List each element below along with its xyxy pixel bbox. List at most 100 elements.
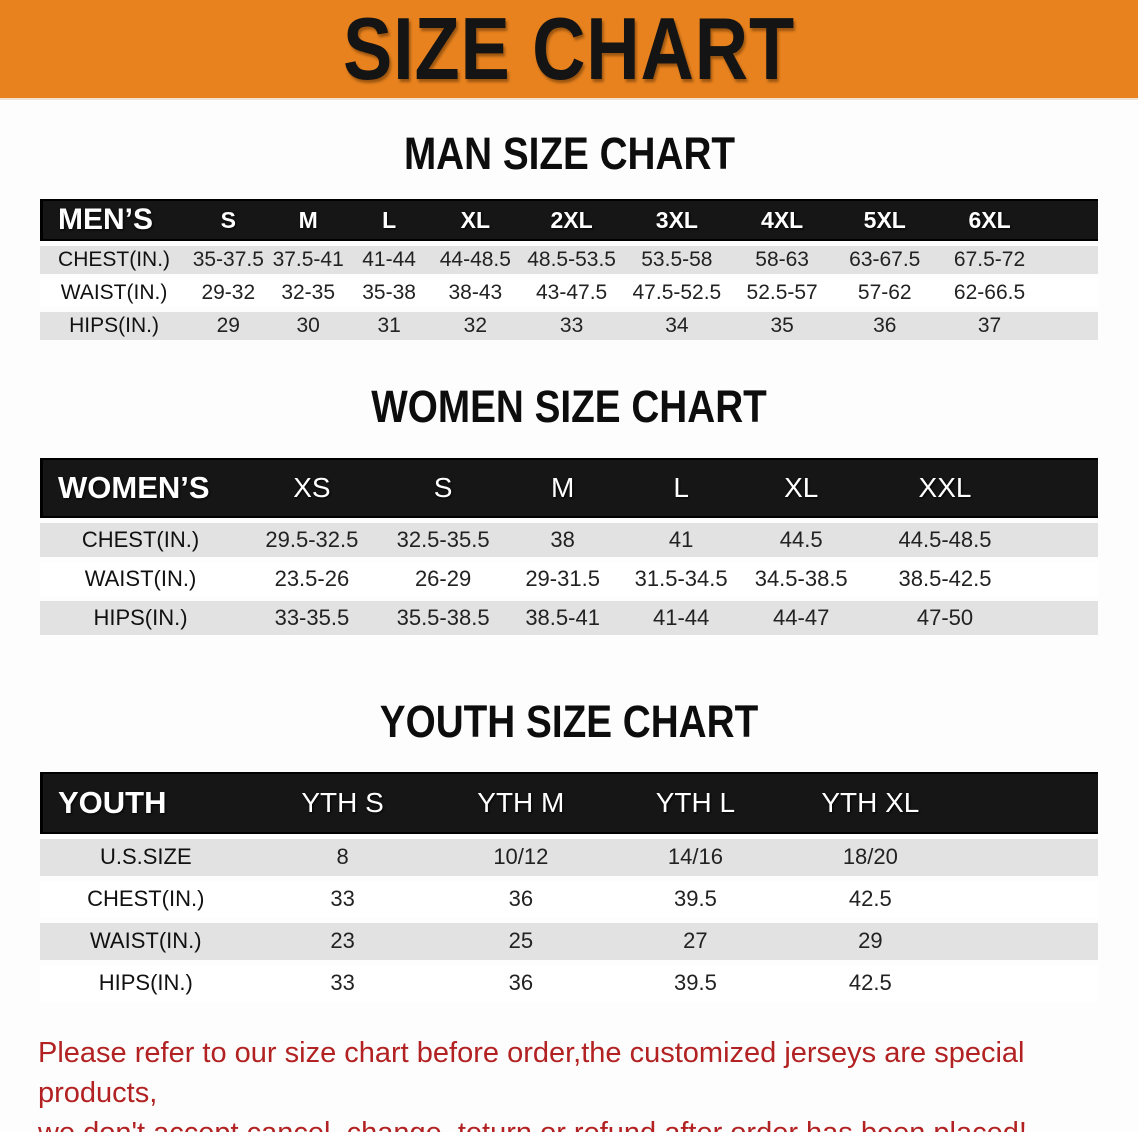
column-header: XL: [430, 199, 521, 242]
size-value: 31: [347, 312, 431, 341]
size-value: 42.5: [782, 964, 1098, 1002]
size-value: 63-67.5: [833, 246, 937, 275]
table-row: CHEST(IN.) 35-37.5 37.5-41 41-44 44-48.5 48.5…: [40, 246, 1098, 275]
size-value: 23: [251, 922, 434, 960]
disclaimer-line-1: Please refer to our size chart before or…: [38, 1036, 1025, 1109]
banner: SIZE CHART: [0, 0, 1138, 100]
size-value: 67.5-72: [936, 246, 1098, 275]
man-size-table: MEN’S S M L XL 2XL 3XL 4XL 5XL 6XL CHEST(IN.) 35-37…: [40, 194, 1098, 345]
row-label: WAIST(IN.): [40, 561, 242, 596]
size-value: 35.5-38.5: [382, 600, 504, 635]
size-value: 32.5-35.5: [382, 522, 504, 557]
size-value: 48.5-53.5: [520, 246, 623, 275]
size-value: 30: [268, 312, 348, 341]
size-value: 62-66.5: [936, 279, 1098, 308]
column-header: XL: [740, 457, 863, 518]
header-row: YOUTH YTH S YTH M YTH L YTH XL: [40, 771, 1098, 834]
women-size-table: WOMEN’S XS S M L XL XXL CHEST(IN.) 29.5-32.5 32.5…: [40, 453, 1098, 640]
size-value: 41: [621, 522, 741, 557]
youth-size-heading: YOUTH SIZE CHART: [0, 695, 1138, 747]
size-value: 41-44: [347, 246, 431, 275]
youth-size-heading-text: YOUTH SIZE CHART: [379, 695, 759, 747]
disclaimer-line-2: we don't accept cancel, change, teturn o…: [38, 1113, 1108, 1132]
column-header: L: [621, 457, 741, 518]
column-header: YTH XL: [782, 771, 1098, 834]
man-size-heading: MAN SIZE CHART: [0, 130, 1138, 178]
size-value: 8: [251, 838, 434, 876]
size-value: 41-44: [621, 600, 741, 635]
table-title: WOMEN’S: [40, 457, 242, 518]
youth-size-table: YOUTH YTH S YTH M YTH L YTH XL U.S.SIZE 8 10/12…: [40, 767, 1098, 1007]
size-value: 32-35: [268, 279, 348, 308]
size-value: 29-31.5: [503, 561, 622, 596]
column-header: 4XL: [730, 199, 834, 242]
size-value: 18/20: [782, 838, 1098, 876]
table-row: HIPS(IN.) 33 36 39.5 42.5: [40, 964, 1098, 1002]
size-value: 38-43: [430, 279, 521, 308]
size-value: 43-47.5: [520, 279, 623, 308]
banner-title: SIZE CHART: [343, 0, 795, 98]
column-header: 5XL: [833, 199, 937, 242]
column-header: S: [382, 457, 504, 518]
table-row: CHEST(IN.) 29.5-32.5 32.5-35.5 38 41 44.5 44.5…: [40, 522, 1098, 557]
column-header: S: [188, 199, 269, 242]
size-value: 53.5-58: [622, 246, 731, 275]
size-value: 32: [430, 312, 521, 341]
size-value: 44-48.5: [430, 246, 521, 275]
size-value: 38: [503, 522, 622, 557]
row-label: HIPS(IN.): [40, 600, 242, 635]
size-value: 29.5-32.5: [241, 522, 383, 557]
header-row: MEN’S S M L XL 2XL 3XL 4XL 5XL 6XL: [40, 199, 1098, 242]
column-header: YTH L: [608, 771, 783, 834]
table-row: WAIST(IN.) 29-32 32-35 35-38 38-43 43-47.5 47.…: [40, 279, 1098, 308]
women-size-section: WOMEN SIZE CHART WOMEN’S XS S M L XL XXL CHEST(…: [0, 383, 1138, 639]
size-value: 44.5: [740, 522, 863, 557]
size-value: 42.5: [782, 880, 1098, 918]
size-value: 26-29: [382, 561, 504, 596]
row-label: U.S.SIZE: [40, 838, 252, 876]
header-row: WOMEN’S XS S M L XL XXL: [40, 457, 1098, 518]
table-row: U.S.SIZE 8 10/12 14/16 18/20: [40, 838, 1098, 876]
column-header: YTH M: [433, 771, 609, 834]
size-value: 47-50: [862, 600, 1098, 635]
row-label: HIPS(IN.): [40, 964, 252, 1002]
size-value: 10/12: [433, 838, 609, 876]
table-title: MEN’S: [40, 199, 189, 242]
table-title: YOUTH: [40, 771, 252, 834]
size-value: 39.5: [608, 964, 783, 1002]
column-header: XS: [241, 457, 383, 518]
table-row: WAIST(IN.) 23 25 27 29: [40, 922, 1098, 960]
size-value: 36: [433, 964, 609, 1002]
column-header: M: [503, 457, 622, 518]
size-value: 52.5-57: [730, 279, 834, 308]
size-value: 47.5-52.5: [622, 279, 731, 308]
size-value: 37.5-41: [268, 246, 348, 275]
women-size-heading-text: WOMEN SIZE CHART: [371, 381, 767, 433]
size-value: 37: [936, 312, 1098, 341]
table-row: HIPS(IN.) 29 30 31 32 33 34 35 36 37: [40, 312, 1098, 341]
table-row: CHEST(IN.) 33 36 39.5 42.5: [40, 880, 1098, 918]
size-value: 33: [251, 964, 434, 1002]
man-size-section: MAN SIZE CHART MEN’S S M L XL 2XL 3XL 4XL 5XL 6XL…: [0, 130, 1138, 345]
size-value: 36: [833, 312, 937, 341]
row-label: WAIST(IN.): [40, 922, 252, 960]
row-label: CHEST(IN.): [40, 880, 252, 918]
size-value: 35-37.5: [188, 246, 269, 275]
table-row: WAIST(IN.) 23.5-26 26-29 29-31.5 31.5-34.5 34…: [40, 561, 1098, 596]
row-label: HIPS(IN.): [40, 312, 189, 341]
table-row: HIPS(IN.) 33-35.5 35.5-38.5 38.5-41 41-44 44-…: [40, 600, 1098, 635]
row-label: CHEST(IN.): [40, 246, 189, 275]
size-value: 25: [433, 922, 609, 960]
size-value: 34: [622, 312, 731, 341]
size-value: 34.5-38.5: [740, 561, 863, 596]
size-value: 44.5-48.5: [862, 522, 1098, 557]
size-value: 29: [782, 922, 1098, 960]
size-value: 29-32: [188, 279, 269, 308]
size-value: 33-35.5: [241, 600, 383, 635]
size-value: 14/16: [608, 838, 783, 876]
women-size-heading: WOMEN SIZE CHART: [0, 381, 1138, 433]
size-value: 58-63: [730, 246, 834, 275]
disclaimer: Please refer to our size chart before or…: [38, 1033, 1108, 1132]
column-header: 2XL: [520, 199, 623, 242]
column-header: L: [347, 199, 431, 242]
